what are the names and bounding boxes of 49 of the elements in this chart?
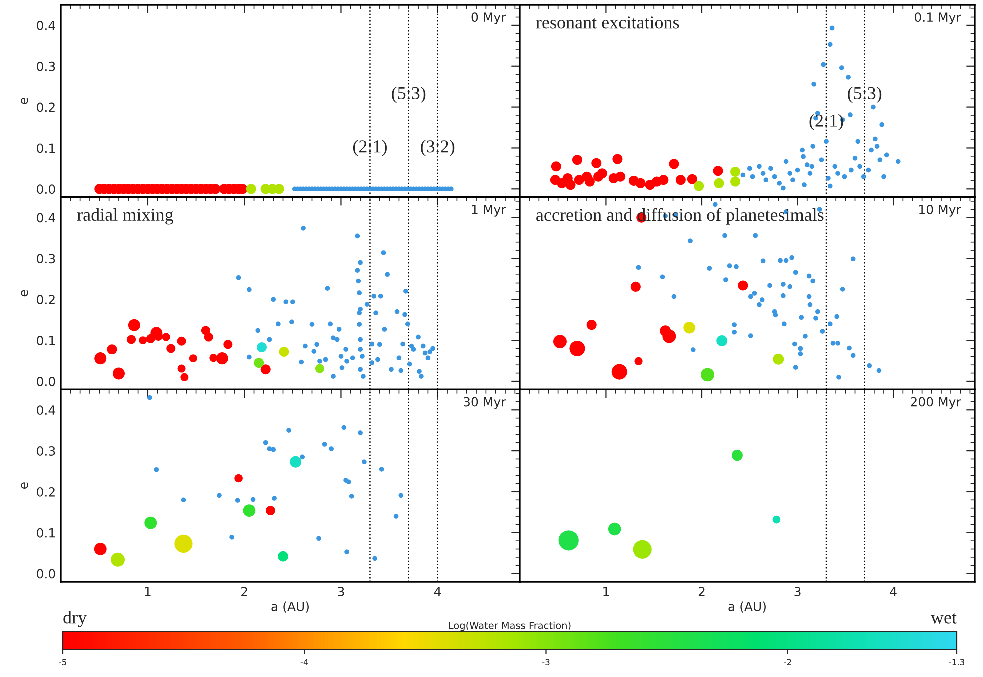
color-bar-label: -4	[300, 659, 308, 666]
y-tick-label: 0.3	[37, 446, 56, 456]
y-axis-title: e	[21, 482, 28, 489]
x-tick-label: 4	[434, 587, 442, 596]
x-axis-title: a (AU)	[272, 602, 309, 613]
color-bar-title: Log(Water Mass Fraction)	[449, 622, 571, 632]
y-tick-label: 0.4	[37, 406, 56, 416]
y-tick-label: 0.4	[37, 213, 56, 223]
y-tick-label: 0.2	[37, 102, 55, 112]
annotation: (5:3)	[392, 86, 426, 104]
color-bar-label: -5	[59, 659, 66, 666]
text: 1 Myr	[472, 205, 506, 217]
y-tick-label: 0.3	[37, 254, 56, 264]
text: dry	[64, 611, 87, 628]
annotation: (2:1)	[353, 140, 387, 156]
text: 0 Myr	[472, 12, 506, 25]
y-tick-label: 0.2	[37, 487, 55, 497]
annotation: radial mixing	[77, 208, 174, 225]
color-bar-label: -2	[784, 659, 792, 666]
y-tick-label: 0.0	[37, 376, 56, 386]
y-tick-label: 0.1	[37, 336, 55, 346]
y-tick-label: 0.2	[37, 295, 55, 305]
x-axis-title: a (AU)	[728, 602, 766, 613]
annotation: resonant excitations	[536, 16, 680, 29]
x-tick-label: 3	[338, 587, 344, 597]
y-tick-label: 0.0	[37, 184, 56, 194]
y-axis-title: e	[21, 98, 28, 104]
annotation: (5:3)	[848, 86, 882, 104]
text: 0.1 Myr	[915, 12, 962, 25]
text: 30 Myr	[464, 397, 506, 410]
y-tick-label: 0.0	[37, 569, 56, 579]
text: 10 Myr	[920, 204, 962, 217]
x-tick-label: 2	[242, 587, 248, 596]
text: 200 Myr	[911, 397, 962, 410]
color-bar-label: -1.3	[949, 659, 964, 666]
y-tick-label: 0.3	[37, 62, 56, 72]
annotation: (2:1)	[810, 114, 844, 131]
x-tick-label: 1	[145, 587, 151, 596]
color-bar-label: -3	[542, 659, 550, 666]
y-tick-label: 0.1	[37, 528, 55, 538]
y-tick-label: 0.4	[37, 20, 56, 30]
y-tick-label: 0.1	[37, 144, 55, 154]
x-tick-label: 3	[794, 587, 801, 597]
text: wet	[930, 613, 957, 624]
x-tick-label: 1	[604, 587, 610, 596]
x-tick-label: 2	[698, 587, 705, 596]
annotation: (3:2)	[421, 140, 455, 156]
x-tick-label: 4	[890, 587, 897, 596]
y-axis-title: e	[21, 290, 28, 297]
